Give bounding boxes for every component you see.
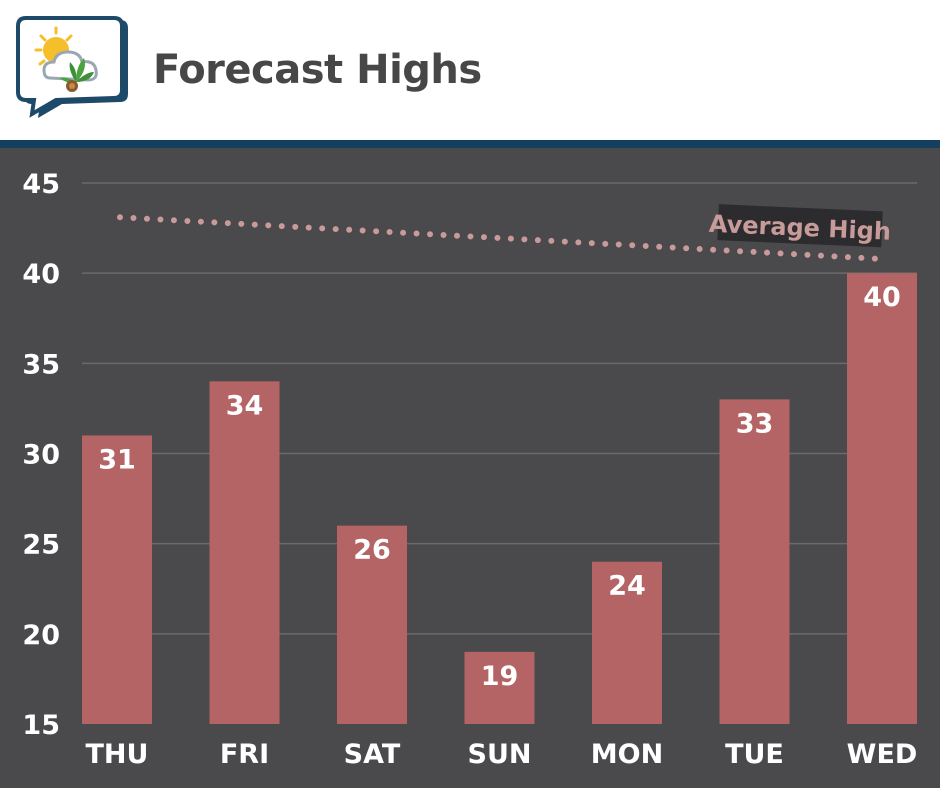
y-tick-label: 40 <box>22 259 60 290</box>
x-tick-label: TUE <box>725 739 784 770</box>
bar-tue <box>719 399 790 724</box>
x-axis-tick-labels: THU FRI SAT SUN MON TUE WED <box>86 739 918 770</box>
bars: 31 34 26 19 24 33 40 <box>82 273 917 724</box>
y-tick-label: 15 <box>22 710 60 741</box>
bar-mon <box>592 561 662 724</box>
bar-thu <box>82 435 152 724</box>
data-label: 34 <box>226 390 264 421</box>
data-label: 26 <box>353 535 391 566</box>
average-high-line: Average High <box>117 204 892 262</box>
data-label: 40 <box>863 282 901 313</box>
data-label: 19 <box>481 661 519 692</box>
y-tick-label: 25 <box>22 530 60 561</box>
y-axis-tick-labels: 15 20 25 30 35 40 45 <box>22 169 60 741</box>
average-high-dotted-line <box>117 214 881 262</box>
y-tick-label: 20 <box>22 620 60 651</box>
data-label: 33 <box>736 408 774 439</box>
bar-sun <box>464 651 535 724</box>
bar-sat <box>337 525 407 724</box>
header-bar: Forecast Highs <box>0 0 940 140</box>
bar-wed <box>847 273 917 724</box>
bar-fri <box>209 381 280 724</box>
grid-lines <box>82 182 917 635</box>
x-tick-label: SUN <box>468 739 532 770</box>
data-label: 31 <box>98 444 136 475</box>
y-tick-label: 30 <box>22 440 60 471</box>
y-tick-label: 45 <box>22 169 60 200</box>
x-tick-label: FRI <box>220 739 269 770</box>
average-high-label-background <box>717 204 883 248</box>
x-tick-label: WED <box>847 739 918 770</box>
x-tick-label: THU <box>86 739 149 770</box>
y-tick-label: 35 <box>22 349 60 380</box>
x-tick-label: MON <box>591 739 663 770</box>
x-tick-label: SAT <box>344 739 401 770</box>
sun-cloud-plant-speech-bubble-icon <box>16 16 128 118</box>
header-divider <box>0 140 940 148</box>
data-label: 24 <box>608 571 646 602</box>
bar-chart: 15 20 25 30 35 40 45 Average High 31 34 26 19 24 33… <box>22 169 918 770</box>
average-high-label: Average High <box>708 204 892 248</box>
page-title: Forecast Highs <box>153 47 482 93</box>
